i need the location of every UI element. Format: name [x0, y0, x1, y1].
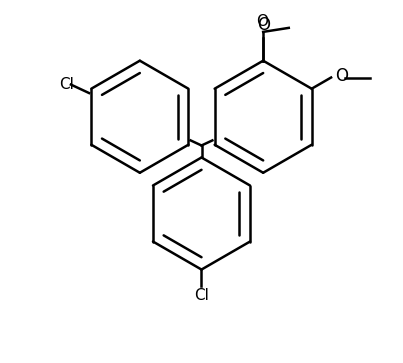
Text: O: O: [256, 14, 268, 29]
Text: O: O: [257, 16, 270, 34]
Text: O: O: [335, 67, 348, 85]
Text: Cl: Cl: [60, 77, 75, 92]
Text: Cl: Cl: [194, 287, 209, 303]
